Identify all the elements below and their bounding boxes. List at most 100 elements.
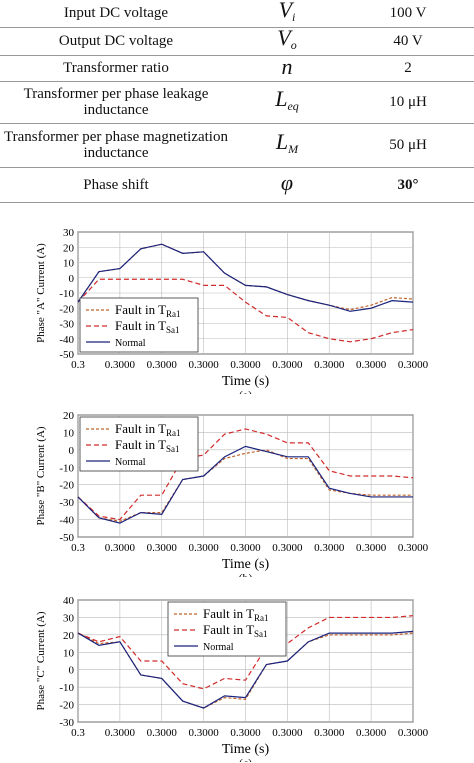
series-line [77, 243, 414, 312]
y-axis-label: Phase "C" Current (A) [35, 611, 47, 710]
param-symbol: Vo [232, 24, 342, 56]
phase-b-chart: 20 10 0 -10 -20 -30 -40 -500.3 0.3000 0.3000 0.300… [35, 410, 429, 577]
figure-caption: (b) [239, 571, 253, 577]
y-tick-label: 30 [63, 612, 75, 624]
y-tick-label: 20 [63, 410, 75, 422]
legend-box [79, 416, 199, 472]
x-tick-label: 0.3 [71, 542, 85, 554]
param-label: Phase shift [0, 167, 232, 203]
series-line [77, 630, 414, 709]
param-symbol-main: φ [280, 170, 294, 195]
legend-box [79, 297, 199, 353]
y-tick-label: 0 [69, 665, 75, 677]
legend-box [167, 601, 287, 657]
x-tick-label: 0.3000 [189, 542, 220, 554]
x-tick-label: 0.3000 [230, 542, 261, 554]
y-tick-label: -20 [59, 480, 74, 492]
y-tick-label: -50 [59, 349, 74, 361]
y-tick-label: -30 [59, 319, 74, 331]
param-symbol-subscript: eq [287, 98, 299, 113]
y-tick-label: -30 [59, 717, 74, 729]
x-tick-label: 0.3000 [105, 727, 136, 739]
y-tick-label: 20 [63, 630, 75, 642]
x-tick-label: 0.3000 [105, 359, 136, 371]
y-tick-label: 0 [69, 273, 75, 285]
y-tick-label: 0 [69, 445, 75, 457]
param-value: 30° [342, 167, 474, 203]
x-tick-label: 0.3000 [105, 542, 136, 554]
x-tick-label: 0.3000 [398, 542, 429, 554]
y-tick-label: -50 [59, 532, 74, 544]
param-value: 2 [342, 55, 474, 82]
param-symbol-subscript: M [288, 141, 299, 156]
legend-entry: Normal [203, 642, 234, 653]
param-symbol-subscript: i [292, 9, 296, 24]
y-tick-label: 30 [63, 227, 75, 239]
parameters-table: Input DC voltage Vi 100 V Output DC voltage… [0, 0, 474, 203]
x-tick-label: 0.3000 [356, 359, 387, 371]
param-label: Input DC voltage [0, 0, 232, 28]
y-tick-label: 40 [63, 595, 75, 607]
param-label: Transformer per phase leakage inductance [0, 81, 232, 124]
legend-entry: Fault in TRa1 [115, 302, 181, 319]
x-axis-label: Time (s) [222, 374, 270, 389]
param-row: Input DC voltage Vi 100 V [0, 0, 474, 28]
param-symbol-main: n [281, 53, 293, 79]
figure-caption: (c) [239, 756, 252, 762]
param-row: Phase shift φ 30° [0, 167, 474, 203]
x-tick-label: 0.3000 [189, 359, 220, 371]
param-row: Output DC voltage Vo 40 V [0, 24, 474, 56]
series-line [77, 428, 414, 521]
phase-c-chart: 40 30 20 10 0 -10 -20 -300.3 0.3000 0.3000 0.3000 0… [35, 595, 429, 762]
y-tick-label: -30 [59, 497, 74, 509]
x-tick-label: 0.3000 [147, 727, 178, 739]
figure-caption: (a) [239, 388, 252, 394]
param-symbol: Vi [232, 0, 342, 28]
y-tick-label: 10 [63, 258, 75, 270]
param-row: Transformer per phase leakage inductance… [0, 81, 474, 124]
param-value: 40 V [342, 27, 474, 56]
y-tick-label: 20 [63, 242, 75, 254]
param-label: Transformer per phase magnetization indu… [0, 123, 232, 168]
legend-entry: Normal [115, 338, 146, 349]
x-tick-label: 0.3000 [147, 359, 178, 371]
param-value: 50 μH [342, 123, 474, 168]
x-tick-label: 0.3000 [272, 359, 303, 371]
legend-entry: Fault in TSa1 [115, 318, 180, 335]
y-tick-label: 10 [63, 427, 75, 439]
phase-a-chart: 30 20 10 0 -10 -20 -30 -40 -500.3 0.3000 0.3000 0.3… [35, 227, 429, 394]
param-symbol: LM [232, 123, 342, 168]
param-symbol-main: V [277, 24, 291, 50]
param-symbol-subscript: o [290, 37, 297, 52]
x-tick-label: 0.3000 [230, 727, 261, 739]
x-tick-label: 0.3000 [189, 727, 220, 739]
series-line [77, 445, 413, 524]
legend-entry: Fault in TSa1 [115, 437, 180, 454]
y-axis-label: Phase "A" Current (A) [35, 243, 47, 343]
legend-entry: Fault in TRa1 [203, 606, 269, 623]
x-tick-label: 0.3000 [147, 542, 178, 554]
x-axis-label: Time (s) [222, 557, 270, 572]
param-symbol-main: L [275, 85, 288, 111]
param-value: 10 μH [342, 81, 474, 124]
y-tick-label: -20 [59, 700, 74, 712]
y-tick-label: -20 [59, 303, 74, 315]
param-label: Output DC voltage [0, 27, 232, 56]
param-symbol: Leq [232, 81, 342, 124]
x-tick-label: 0.3000 [230, 359, 261, 371]
series-line [77, 278, 414, 343]
x-tick-label: 0.3000 [398, 359, 429, 371]
y-tick-label: 10 [63, 647, 75, 659]
y-axis-label: Phase "B" Current (A) [35, 426, 47, 525]
x-tick-label: 0.3000 [398, 727, 429, 739]
x-tick-label: 0.3000 [314, 727, 345, 739]
x-tick-label: 0.3 [71, 727, 85, 739]
x-tick-label: 0.3000 [314, 542, 345, 554]
param-row: Transformer per phase magnetization indu… [0, 123, 474, 168]
param-symbol-main: V [278, 0, 293, 22]
y-tick-label: -10 [59, 288, 74, 300]
x-axis-label: Time (s) [222, 742, 270, 757]
param-symbol: φ [232, 167, 342, 203]
